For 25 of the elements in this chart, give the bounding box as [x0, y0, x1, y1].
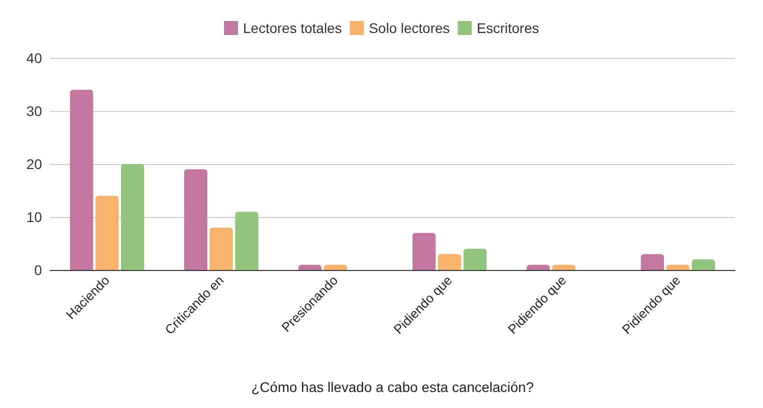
bar [640, 254, 664, 270]
bar [463, 248, 487, 270]
legend-label: Escritores [476, 20, 539, 36]
y-tick-label: 10 [26, 209, 42, 225]
bar [298, 264, 322, 270]
bar [526, 264, 550, 270]
bar [324, 264, 348, 270]
bar [412, 232, 436, 270]
y-tick-label: 30 [26, 103, 42, 119]
bar [666, 264, 690, 270]
bar [235, 212, 258, 270]
bar [70, 90, 94, 270]
bar [438, 254, 462, 270]
bar [692, 259, 716, 270]
legend-label: Lectores totales [243, 20, 342, 36]
bar [210, 228, 233, 270]
bar [95, 196, 119, 270]
legend-label: Solo lectores [368, 20, 450, 36]
x-axis-title: ¿Cómo has llevado a cabo esta cancelación? [251, 379, 534, 395]
y-tick-label: 40 [26, 50, 42, 66]
y-tick-label: 20 [26, 156, 42, 172]
y-tick-label: 0 [34, 262, 42, 278]
bar [120, 164, 144, 270]
bar [552, 264, 576, 270]
bar [184, 169, 208, 270]
